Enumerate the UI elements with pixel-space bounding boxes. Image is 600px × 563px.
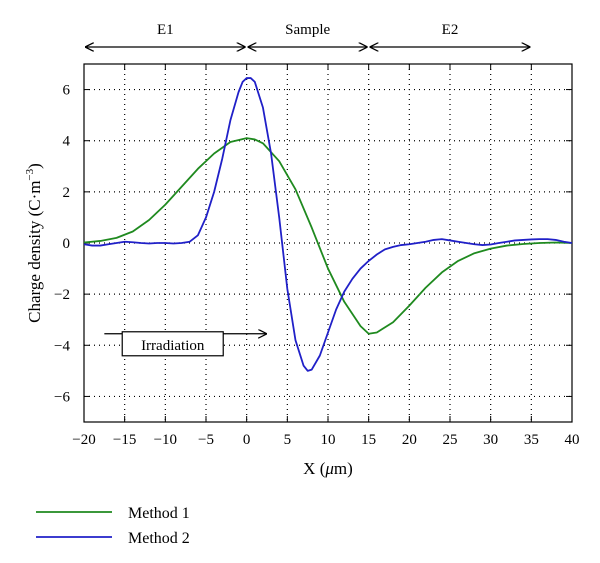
x-tick-label-10: 10 — [321, 432, 336, 448]
x-tick-label-30: 30 — [483, 432, 498, 448]
x-axis-title-part-1: X ( — [303, 459, 326, 478]
x-tick-label-15: −15 — [113, 432, 136, 448]
x-axis-title-part-3: m) — [334, 459, 353, 478]
y-tick-label-2: 2 — [63, 185, 71, 201]
x-tick-label-15: 15 — [361, 432, 376, 448]
y-axis-title-exponent: −3 — [24, 168, 36, 180]
series — [83, 77, 573, 372]
irradiation-label: Irradiation — [141, 338, 205, 354]
legend: Method 1 Method 2 — [36, 505, 190, 547]
series-line-method-2 — [83, 77, 573, 372]
x-tick-label-20: −20 — [72, 432, 95, 448]
y-tick-label-6: 6 — [63, 83, 71, 99]
legend-label-method-2: Method 2 — [128, 530, 190, 547]
y-tick-label-0: 0 — [63, 236, 71, 252]
x-tick-label-5: −5 — [198, 432, 214, 448]
x-tick-label-20: 20 — [402, 432, 417, 448]
x-tick-label-25: 25 — [443, 432, 458, 448]
x-tick-label-35: 35 — [524, 432, 539, 448]
region-label-e1: E1 — [157, 22, 174, 38]
x-tick-label-10: −10 — [154, 432, 177, 448]
region-label-sample: Sample — [285, 22, 330, 38]
y-tick-label-4: 4 — [63, 134, 71, 150]
y-axis-title-part-3: ) — [25, 163, 44, 169]
region-annotations: E1 Sample E2 — [85, 22, 531, 47]
y-axis-title-part-1: Charge density (C·m — [25, 181, 44, 323]
y-axis-title: Charge density (C·m−3) — [24, 163, 44, 323]
x-tick-label-0: 0 — [243, 432, 251, 448]
y-tick-label-4: −4 — [54, 338, 70, 354]
x-tick-label-5: 5 — [284, 432, 292, 448]
series-line-method-1 — [83, 137, 573, 335]
x-tick-label-40: 40 — [565, 432, 580, 448]
y-tick-label-2: −2 — [54, 287, 70, 303]
region-label-e2: E2 — [442, 22, 459, 38]
irradiation-box — [121, 331, 224, 357]
legend-label-method-1: Method 1 — [128, 505, 190, 522]
x-axis-title: X (μm) — [303, 459, 353, 478]
y-tick-label-6: −6 — [54, 389, 70, 405]
x-axis-title-unit-mu: μ — [324, 459, 334, 478]
irradiation-annotation: Irradiation — [104, 331, 267, 357]
